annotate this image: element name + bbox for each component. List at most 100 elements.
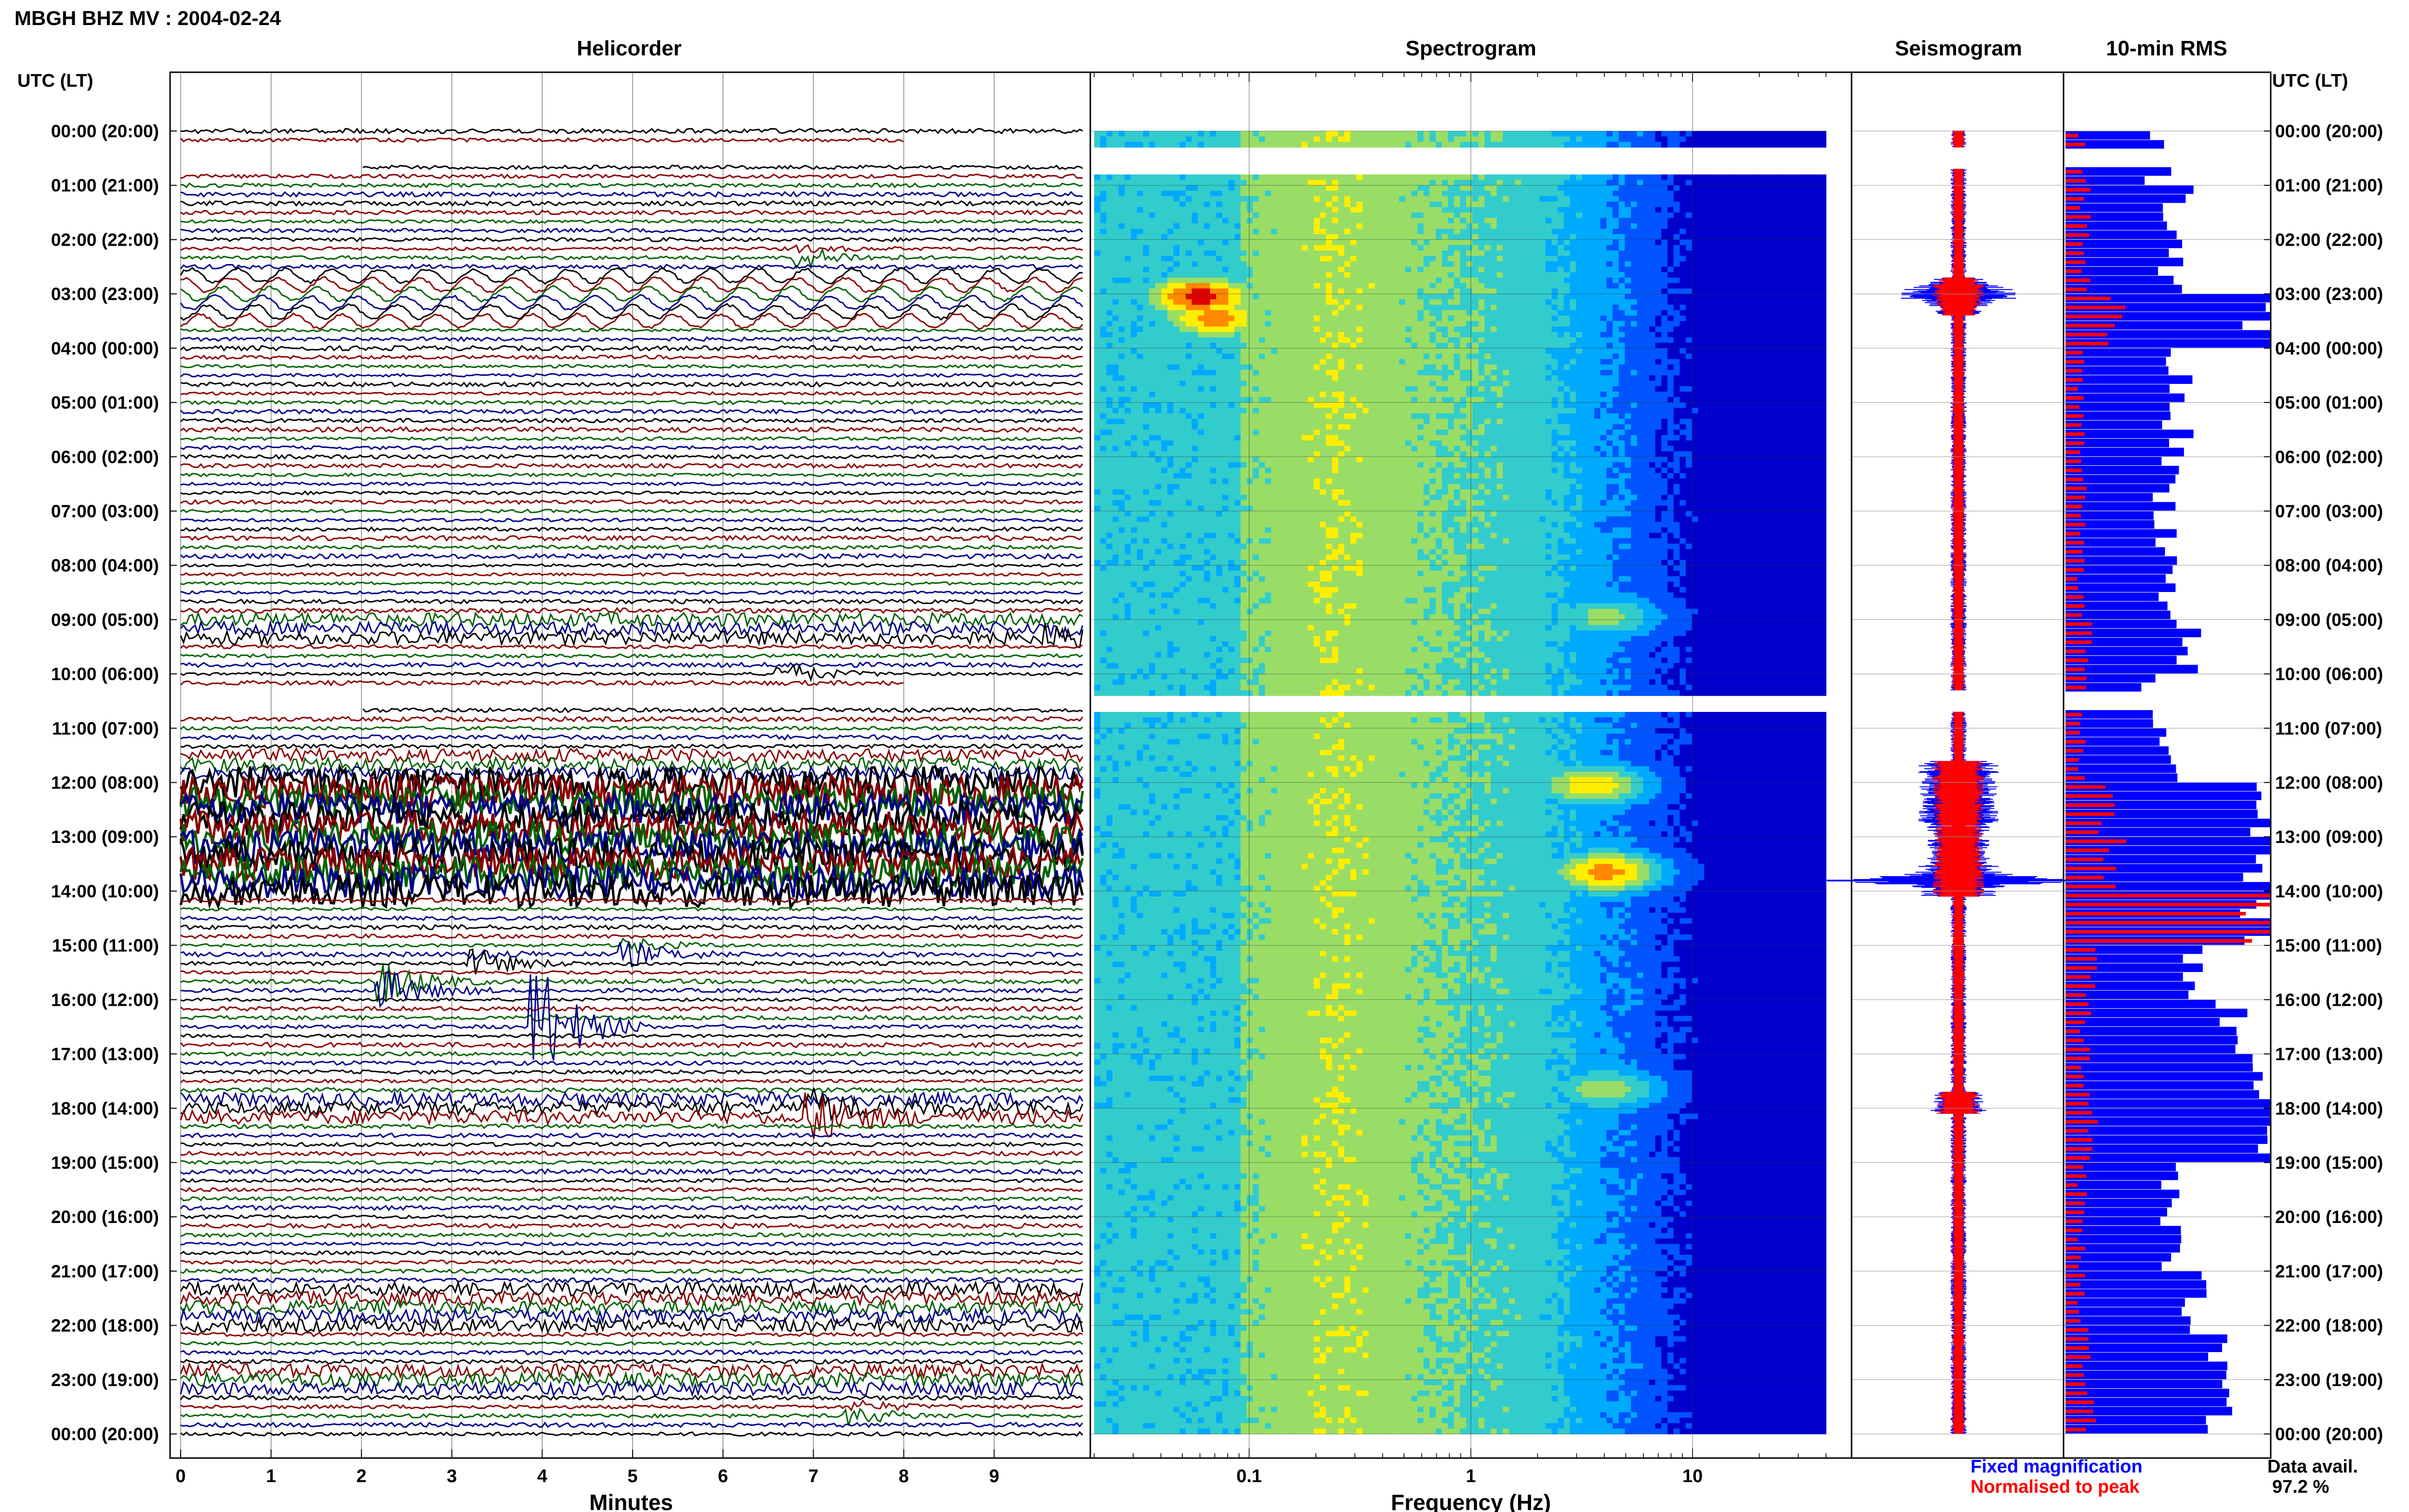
spectrogram-cell	[1765, 250, 1771, 256]
spectrogram-cell	[1192, 245, 1198, 251]
spectrogram-cell	[1460, 196, 1467, 202]
spectrogram-cell	[1704, 277, 1710, 283]
spectrogram-cell	[1606, 267, 1613, 273]
spectrogram-cell	[1789, 234, 1796, 240]
spectrogram-cell	[1454, 234, 1460, 240]
helicorder-trace	[181, 519, 1083, 522]
spectrogram-cell	[1747, 212, 1753, 218]
spectrogram-cell	[1424, 239, 1430, 245]
spectrogram-cell	[1765, 218, 1771, 224]
spectrogram-cell	[1326, 239, 1332, 245]
spectrogram-cell	[1631, 202, 1637, 208]
spectrogram-cell	[1149, 272, 1155, 278]
spectrogram-cell	[1454, 305, 1460, 311]
spectrogram-cell	[1198, 191, 1204, 197]
spectrogram-cell	[1417, 239, 1424, 245]
spectrogram-cell	[1759, 196, 1765, 202]
spectrogram-cell	[1289, 218, 1296, 224]
spectrogram-cell	[1399, 234, 1405, 240]
spectrogram-cell	[1155, 234, 1162, 240]
spectrogram-cell	[1356, 136, 1363, 142]
spectrogram-cell	[1625, 239, 1631, 245]
spectrogram-cell	[1722, 196, 1729, 202]
spectrogram-cell	[1314, 267, 1320, 273]
spectrogram-cell	[1558, 224, 1564, 229]
spectrogram-cell	[1106, 229, 1112, 235]
spectrogram-cell	[1613, 202, 1619, 208]
spectrogram-cell	[1777, 250, 1784, 256]
spectrogram-cell	[1704, 229, 1710, 235]
spectrogram-cell	[1704, 224, 1710, 229]
spectrogram-cell	[1283, 289, 1289, 294]
spectrogram-cell	[1704, 218, 1710, 224]
spectrogram-cell	[1137, 316, 1143, 321]
spectrogram-cell	[1265, 256, 1271, 262]
spectrogram-cell	[1722, 131, 1729, 137]
spectrogram-cell	[1796, 234, 1802, 240]
spectrogram-cell	[1149, 310, 1155, 316]
spectrogram-cell	[1741, 256, 1747, 262]
spectrogram-cell	[1344, 250, 1350, 256]
spectrogram-cell	[1326, 256, 1332, 262]
spectrogram-cell	[1399, 136, 1405, 142]
spectrogram-cell	[1210, 262, 1217, 267]
spectrogram-cell	[1729, 277, 1735, 283]
helicorder-trace	[181, 939, 1083, 953]
spectrogram-cell	[1417, 305, 1424, 311]
seismogram-title: Seismogram	[1895, 37, 2022, 60]
spectrogram-cell	[1301, 180, 1308, 185]
spectrogram-cell	[1643, 277, 1649, 283]
spectrogram-cell	[1655, 310, 1662, 316]
spectrogram-cell	[1222, 142, 1229, 148]
helicorder-trace	[181, 220, 1083, 223]
spectrogram-cell	[1326, 196, 1332, 202]
spectrogram-cell	[1442, 262, 1448, 267]
spectrogram-cell	[1112, 142, 1119, 148]
spectrogram-cell	[1369, 136, 1375, 142]
spectrogram-cell	[1796, 131, 1802, 137]
spectrogram-cell	[1393, 196, 1399, 202]
spectrogram-cell	[1698, 267, 1704, 273]
spectrogram-cell	[1509, 207, 1515, 213]
spectrogram-cell	[1253, 250, 1259, 256]
spectrogram-cell	[1332, 196, 1338, 202]
spectrogram-cell	[1460, 272, 1467, 278]
spectrogram-cell	[1521, 136, 1527, 142]
spectrogram-cell	[1320, 191, 1326, 197]
spectrogram-cell	[1143, 180, 1149, 185]
spectrogram-cell	[1442, 136, 1448, 142]
spectrogram-cell	[1716, 191, 1722, 197]
spectrogram-cell	[1466, 202, 1472, 208]
spectrogram-cell	[1430, 174, 1436, 180]
spectrogram-cell	[1155, 136, 1162, 142]
spectrogram-cell	[1137, 262, 1143, 267]
spectrogram-cell	[1259, 299, 1265, 305]
spectrogram-cell	[1491, 174, 1497, 180]
spectrogram-cell	[1149, 224, 1155, 229]
spectrogram-cell	[1588, 262, 1594, 267]
spectrogram-cell	[1137, 180, 1143, 185]
spectrogram-cell	[1301, 299, 1308, 305]
helicorder-trace	[181, 409, 1083, 414]
spectrogram-cell	[1094, 316, 1100, 321]
spectrogram-cell	[1179, 310, 1186, 316]
spectrogram-cell	[1472, 196, 1479, 202]
spectrogram-cell	[1698, 131, 1704, 137]
spectrogram-cell	[1320, 174, 1326, 180]
spectrogram-cell	[1179, 131, 1186, 137]
spectrogram-cell	[1308, 185, 1314, 191]
spectrogram-cell	[1777, 142, 1784, 148]
spectrogram-cell	[1094, 224, 1100, 229]
spectrogram-cell	[1137, 310, 1143, 316]
spectrogram-cell	[1533, 272, 1539, 278]
spectrogram-cell	[1576, 202, 1582, 208]
spectrogram-cell	[1777, 131, 1784, 137]
spectrogram-cell	[1527, 142, 1534, 148]
spectrogram-cell	[1521, 191, 1527, 197]
spectrogram-cell	[1161, 299, 1167, 305]
spectrogram-cell	[1741, 310, 1747, 316]
spectrogram-cell	[1698, 212, 1704, 218]
spectrogram-cell	[1259, 185, 1265, 191]
spectrogram-cell	[1344, 185, 1350, 191]
helicorder-trace	[181, 184, 1083, 187]
